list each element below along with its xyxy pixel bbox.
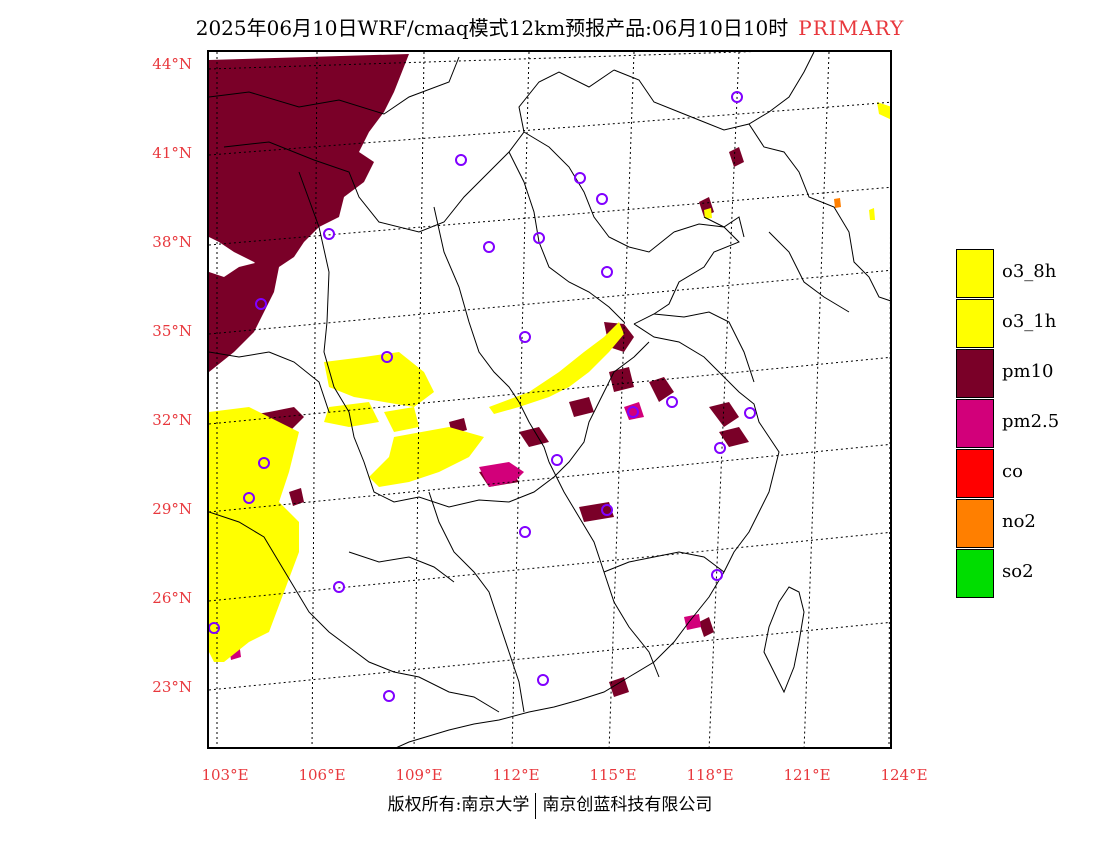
lat-label-44n: 44°N [152, 55, 192, 73]
lon-label-124e: 124°E [880, 766, 928, 784]
copyright-right: 南京创蓝科技有限公司 [542, 795, 713, 815]
lat-label-41n: 41°N [152, 144, 192, 162]
lon-label-106e: 106°E [298, 766, 346, 784]
title-text: 2025年06月10日WRF/cmaq模式12km预报产品:06月10日10时 [195, 16, 789, 40]
legend-label: co [1002, 461, 1023, 482]
legend-label: pm10 [1002, 361, 1054, 382]
lat-label-23n: 23°N [152, 678, 192, 696]
lat-label-32n: 32°N [152, 411, 192, 429]
lon-label-112e: 112°E [492, 766, 540, 784]
graticule [209, 52, 890, 747]
lat-label-29n: 29°N [152, 500, 192, 518]
legend-swatch [956, 299, 994, 348]
lat-label-26n: 26°N [152, 589, 192, 607]
primary-tag: PRIMARY [798, 16, 905, 40]
o3-layer [209, 102, 890, 662]
boundaries [209, 52, 890, 747]
lon-label-115e: 115°E [589, 766, 637, 784]
map-canvas [209, 52, 890, 747]
legend-swatch [956, 449, 994, 498]
legend-swatch [956, 249, 994, 298]
lon-label-118e: 118°E [686, 766, 734, 784]
legend-swatch [956, 549, 994, 598]
legend-swatch [956, 499, 994, 548]
legend-label: pm2.5 [1002, 411, 1060, 432]
lat-label-35n: 35°N [152, 322, 192, 340]
legend-label: no2 [1002, 511, 1036, 532]
no2-layer [834, 198, 841, 208]
legend-label: so2 [1002, 561, 1034, 582]
legend-label: o3_8h [1002, 261, 1057, 282]
lon-label-121e: 121°E [783, 766, 831, 784]
map-title: 2025年06月10日WRF/cmaq模式12km预报产品:06月10日10时 P… [0, 12, 1100, 41]
footer-divider [535, 792, 537, 819]
copyright-left: 版权所有:南京大学 [387, 795, 530, 815]
legend-swatch [956, 399, 994, 448]
lon-label-103e: 103°E [201, 766, 249, 784]
lat-label-38n: 38°N [152, 233, 192, 251]
station-markers [209, 91, 756, 702]
copyright-footer: 版权所有:南京大学 南京创蓝科技有限公司 [0, 790, 1100, 819]
lon-label-109e: 109°E [395, 766, 443, 784]
legend-label: o3_1h [1002, 311, 1057, 332]
map-panel [207, 50, 892, 749]
legend-swatch [956, 349, 994, 398]
